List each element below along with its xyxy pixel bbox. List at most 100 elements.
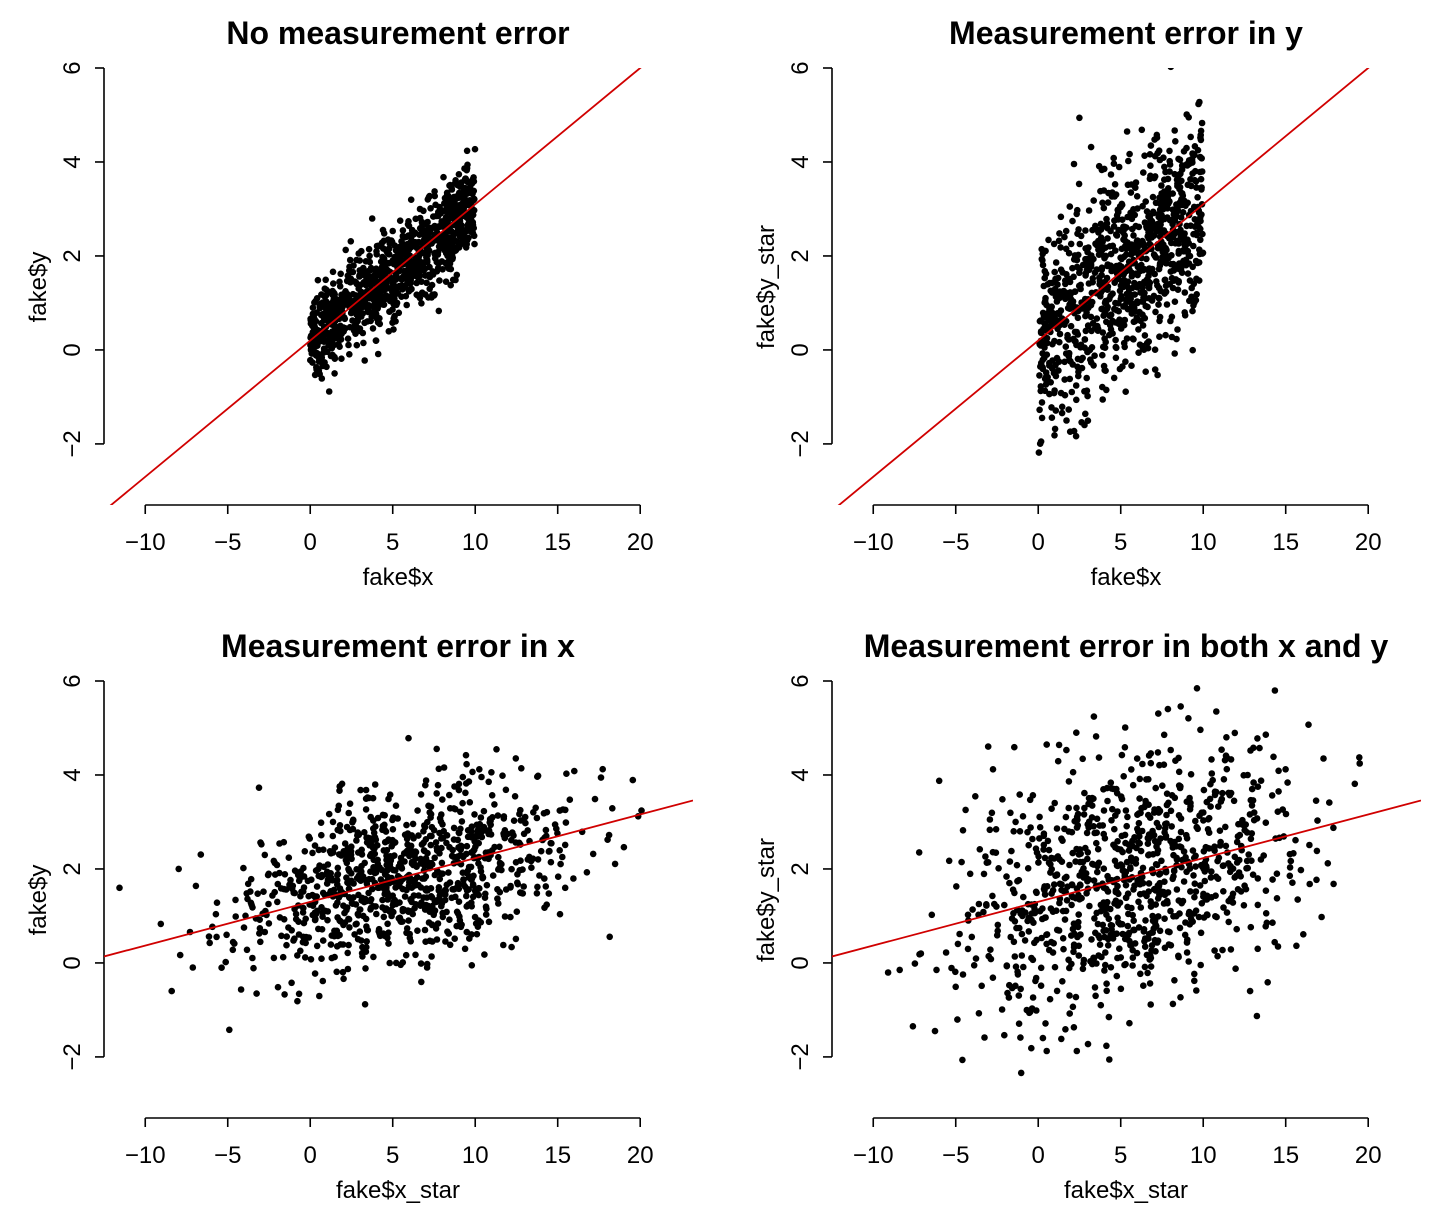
data-point bbox=[1103, 784, 1111, 792]
data-point bbox=[1088, 298, 1096, 306]
data-point bbox=[1142, 917, 1149, 924]
data-point bbox=[1193, 291, 1200, 298]
data-point bbox=[307, 956, 315, 963]
data-point bbox=[1135, 810, 1143, 817]
x-tick-label: 15 bbox=[1272, 1142, 1299, 1169]
data-point bbox=[343, 853, 351, 860]
data-point bbox=[1201, 877, 1209, 885]
data-point bbox=[437, 818, 445, 825]
data-point bbox=[1152, 948, 1159, 955]
data-point bbox=[337, 941, 344, 948]
data-point bbox=[455, 182, 463, 189]
data-point bbox=[1220, 888, 1227, 895]
data-point bbox=[502, 786, 510, 794]
data-point bbox=[969, 906, 976, 913]
data-point bbox=[295, 990, 303, 998]
data-point bbox=[1207, 874, 1215, 881]
data-point bbox=[1099, 199, 1106, 207]
data-point bbox=[1036, 406, 1043, 414]
data-point bbox=[1050, 240, 1058, 248]
data-point bbox=[1160, 731, 1168, 739]
data-point bbox=[1054, 325, 1061, 333]
data-point bbox=[356, 906, 364, 913]
data-point bbox=[1177, 703, 1184, 710]
data-point bbox=[1232, 965, 1239, 972]
data-point bbox=[1227, 946, 1235, 953]
data-point bbox=[1254, 783, 1262, 790]
data-point bbox=[405, 222, 413, 230]
data-point bbox=[1050, 881, 1058, 888]
data-point bbox=[1185, 715, 1192, 722]
data-point bbox=[1016, 924, 1023, 932]
data-point bbox=[494, 812, 502, 819]
data-point bbox=[1100, 204, 1108, 212]
data-point bbox=[1149, 851, 1157, 858]
x-axis-label: fake$x_star bbox=[1064, 1177, 1188, 1204]
data-point bbox=[369, 885, 376, 893]
data-point bbox=[355, 250, 363, 257]
data-point bbox=[1038, 399, 1046, 406]
data-point bbox=[1005, 994, 1013, 1001]
data-point bbox=[1208, 868, 1215, 875]
data-point bbox=[407, 938, 415, 945]
data-point bbox=[305, 833, 313, 840]
data-point bbox=[1118, 278, 1126, 286]
data-point bbox=[351, 931, 358, 938]
data-point bbox=[459, 235, 467, 242]
data-point bbox=[1175, 897, 1183, 904]
data-point bbox=[433, 898, 440, 906]
data-point bbox=[374, 350, 382, 358]
data-point bbox=[1179, 192, 1187, 199]
data-point bbox=[1001, 1031, 1008, 1039]
data-point bbox=[438, 859, 446, 867]
data-point bbox=[379, 226, 387, 234]
data-point bbox=[1122, 388, 1129, 396]
points-group bbox=[307, 145, 479, 395]
data-point bbox=[1174, 326, 1181, 333]
data-point bbox=[407, 895, 415, 903]
data-point bbox=[1119, 848, 1126, 856]
data-point bbox=[1056, 338, 1063, 346]
data-point bbox=[305, 892, 313, 900]
data-point bbox=[1123, 128, 1131, 135]
data-point bbox=[1290, 850, 1297, 857]
data-point bbox=[373, 910, 380, 918]
data-point bbox=[1190, 872, 1197, 879]
data-point bbox=[439, 898, 446, 905]
data-point bbox=[1117, 985, 1125, 993]
data-point bbox=[431, 188, 438, 195]
data-point bbox=[1122, 881, 1130, 889]
data-point bbox=[998, 1006, 1006, 1013]
data-point bbox=[1121, 724, 1129, 731]
data-point bbox=[1313, 876, 1320, 884]
data-point bbox=[416, 272, 424, 279]
data-point bbox=[189, 964, 197, 971]
data-point bbox=[408, 243, 415, 251]
data-point bbox=[981, 1034, 988, 1041]
data-point bbox=[510, 817, 518, 824]
data-point bbox=[945, 857, 953, 865]
data-point bbox=[1104, 303, 1111, 311]
y-tick-label: 0 bbox=[787, 343, 814, 356]
data-point bbox=[222, 958, 229, 966]
data-point bbox=[1185, 958, 1192, 965]
data-point bbox=[471, 145, 479, 153]
data-point bbox=[1163, 790, 1171, 797]
data-point bbox=[383, 280, 390, 287]
data-point bbox=[440, 173, 447, 181]
data-point bbox=[1068, 388, 1076, 396]
data-point bbox=[455, 171, 463, 178]
data-point bbox=[1121, 868, 1128, 875]
data-point bbox=[476, 885, 483, 892]
data-point bbox=[327, 941, 335, 948]
data-point bbox=[1178, 863, 1185, 871]
data-point bbox=[1107, 779, 1115, 786]
data-point bbox=[1083, 374, 1090, 382]
data-point bbox=[317, 300, 325, 307]
data-point bbox=[316, 992, 323, 1000]
data-point bbox=[353, 866, 360, 873]
data-point bbox=[473, 930, 481, 938]
data-point bbox=[1095, 754, 1103, 761]
data-point bbox=[1113, 785, 1120, 793]
data-point bbox=[1091, 269, 1099, 277]
